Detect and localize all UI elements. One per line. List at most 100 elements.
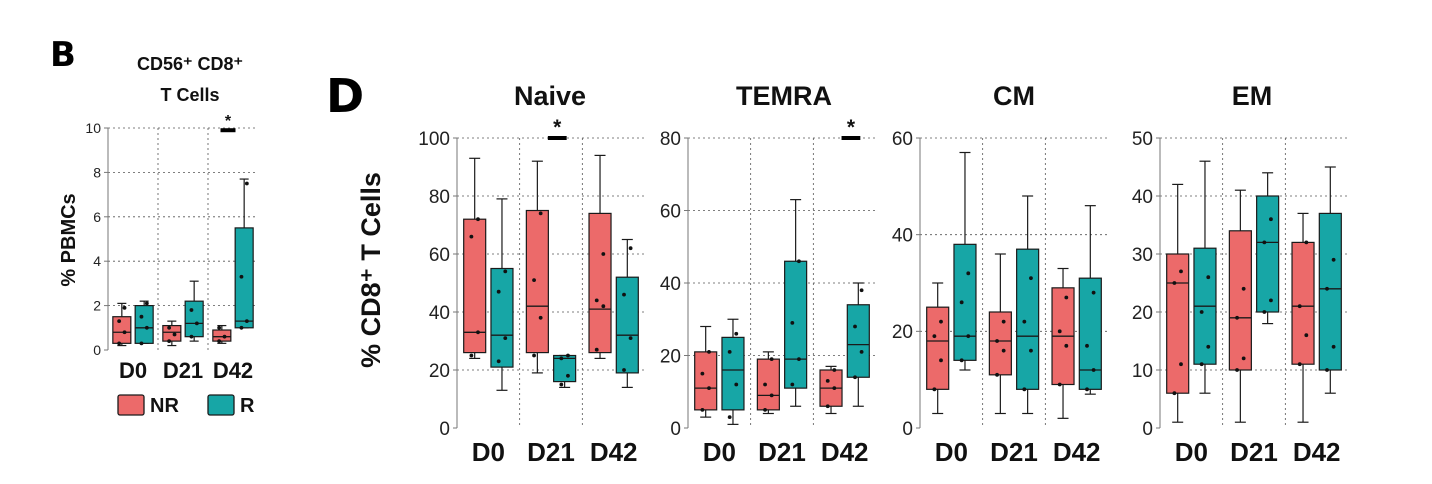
y-tick-label: 0 [902, 419, 913, 440]
data-point [1001, 348, 1006, 353]
box-r-d0 [721, 318, 745, 425]
chart-title: T Cells [160, 85, 219, 105]
data-point [239, 274, 244, 279]
data-point [1269, 298, 1273, 303]
box-iqr [1016, 248, 1040, 390]
box-iqr [1318, 212, 1342, 371]
data-point [1297, 304, 1302, 309]
chart-temra: 0 20 40 60 80 TEMRA D0 D21 D42 * [660, 81, 876, 467]
data-point [532, 353, 536, 358]
data-point [239, 325, 244, 330]
panel-d-y-axis-label: % CD8⁺ T Cells [356, 172, 386, 368]
data-point [707, 386, 711, 391]
data-point [476, 330, 480, 335]
x-category-label: D21 [527, 437, 575, 467]
chart-em: 0 10 20 30 40 50 EM D0 D21 D42 [1132, 81, 1348, 467]
data-point [172, 332, 177, 337]
data-point [189, 334, 194, 339]
box-r-d21 [1256, 172, 1280, 325]
x-category-label: D0 [472, 437, 505, 467]
data-point [1091, 368, 1096, 372]
data-point [1325, 368, 1329, 372]
data-point [832, 368, 837, 372]
data-point [122, 330, 127, 335]
data-point [932, 387, 937, 392]
y-tick-label: 40 [429, 303, 450, 324]
data-point [139, 314, 144, 319]
box-iqr [525, 209, 549, 354]
data-point [1325, 286, 1329, 291]
data-point [601, 252, 606, 256]
data-point [594, 298, 599, 303]
data-point [1331, 344, 1336, 349]
box-iqr [721, 336, 745, 411]
chart-cd56: 0 2 4 6 8 10 CD56⁺ CD8⁺ T Cells D0 D21 D42 * [85, 54, 258, 383]
box-iqr [756, 358, 780, 411]
panel-b-y-axis-label: % PBMCs [58, 193, 80, 286]
data-point [144, 325, 149, 330]
data-point [222, 334, 227, 339]
legend-swatch-r [207, 394, 235, 416]
data-point [139, 341, 144, 346]
data-point [1262, 240, 1267, 245]
y-tick-label: 60 [892, 129, 913, 150]
data-point [1235, 315, 1239, 320]
data-point [622, 368, 626, 372]
box-iqr [553, 354, 577, 383]
legend-label-nr: NR [150, 395, 179, 417]
box-iqr [588, 212, 612, 354]
data-point [469, 234, 474, 239]
x-category-label: D0 [119, 358, 147, 383]
data-point [939, 358, 943, 363]
box-r-d42 [1078, 205, 1102, 395]
data-point [1304, 333, 1309, 338]
chart-naive: 0 20 40 60 80 100 Naive D0 D21 D42 * [418, 81, 645, 467]
data-point [559, 382, 564, 387]
data-point [727, 415, 732, 420]
data-point [1206, 275, 1211, 280]
box-iqr [926, 306, 950, 390]
data-point [244, 181, 249, 186]
data-point [117, 319, 122, 324]
x-category-label: D0 [703, 437, 736, 467]
data-point [1029, 348, 1033, 353]
data-point [825, 378, 830, 383]
box-nr-d0 [1166, 183, 1190, 423]
data-point [496, 289, 501, 294]
data-point [797, 357, 801, 362]
box-iqr [953, 243, 977, 361]
data-point [1057, 382, 1062, 387]
data-point [194, 321, 199, 326]
box-nr-d0 [926, 282, 950, 415]
x-category-label: D42 [821, 437, 869, 467]
data-point [859, 288, 864, 293]
data-point [1331, 257, 1336, 262]
data-point [859, 349, 864, 354]
y-tick-label: 6 [93, 209, 101, 225]
legend-swatch-nr [117, 394, 145, 416]
chart-cm: 0 20 40 60 CM D0 D21 D42 [892, 81, 1108, 467]
box-nr-d42 [819, 365, 843, 415]
panel-b-letter: B [50, 35, 76, 75]
data-point [959, 358, 964, 363]
box-iqr [234, 227, 254, 329]
data-point [538, 211, 543, 216]
data-point [797, 259, 801, 264]
box-iqr [694, 351, 718, 411]
x-category-label: D0 [1175, 437, 1208, 467]
y-tick-label: 40 [1132, 187, 1153, 208]
data-point [217, 339, 222, 344]
y-tick-label: 20 [660, 346, 681, 367]
y-tick-label: 10 [1132, 361, 1153, 382]
data-point [503, 336, 508, 340]
box-iqr [490, 267, 514, 368]
data-point [769, 393, 774, 398]
data-point [1241, 286, 1246, 291]
y-tick-label: 8 [93, 164, 101, 180]
chart-title: CM [993, 81, 1035, 111]
box-r-d42 [846, 282, 870, 407]
data-point [1179, 269, 1183, 274]
data-point [538, 315, 543, 320]
data-point [1262, 310, 1267, 314]
